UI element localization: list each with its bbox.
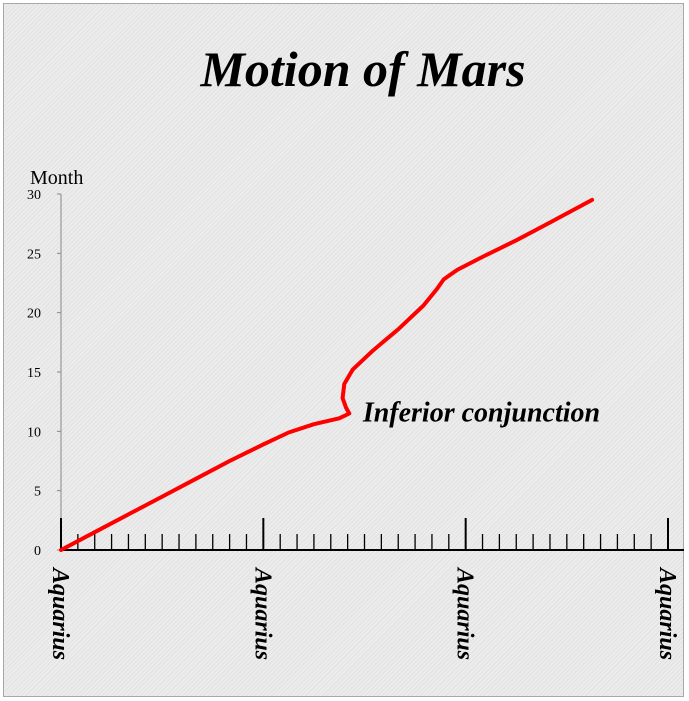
annotation-label: Inferior conjunction <box>362 397 600 428</box>
y-tick-label: 30 <box>27 188 41 203</box>
x-tick-label: Aquarius <box>654 566 680 660</box>
y-tick-label: 0 <box>34 544 41 559</box>
x-tick-label: Aquarius <box>452 566 478 660</box>
chart-frame <box>3 3 684 697</box>
y-tick-label: 20 <box>27 307 41 322</box>
x-tick-labels: Aquarius Aquarius Aquarius Aquarius <box>47 566 680 660</box>
axes <box>57 193 684 551</box>
x-tick-label: Aquarius <box>47 566 73 660</box>
y-tick-label: 5 <box>34 485 41 500</box>
chart-title: Motion of Mars <box>199 41 525 97</box>
y-tick-labels: 0 5 10 15 20 25 30 <box>27 188 41 559</box>
x-tick-label: Aquarius <box>249 566 275 660</box>
y-tick-label: 25 <box>27 247 41 262</box>
series-line <box>59 197 595 552</box>
series-layer <box>59 197 595 552</box>
annotations: Inferior conjunction <box>362 397 600 428</box>
y-tick-label: 10 <box>27 425 41 440</box>
y-tick-label: 15 <box>27 366 41 381</box>
x-ticks <box>60 518 669 550</box>
y-axis-label: Month <box>30 167 83 189</box>
